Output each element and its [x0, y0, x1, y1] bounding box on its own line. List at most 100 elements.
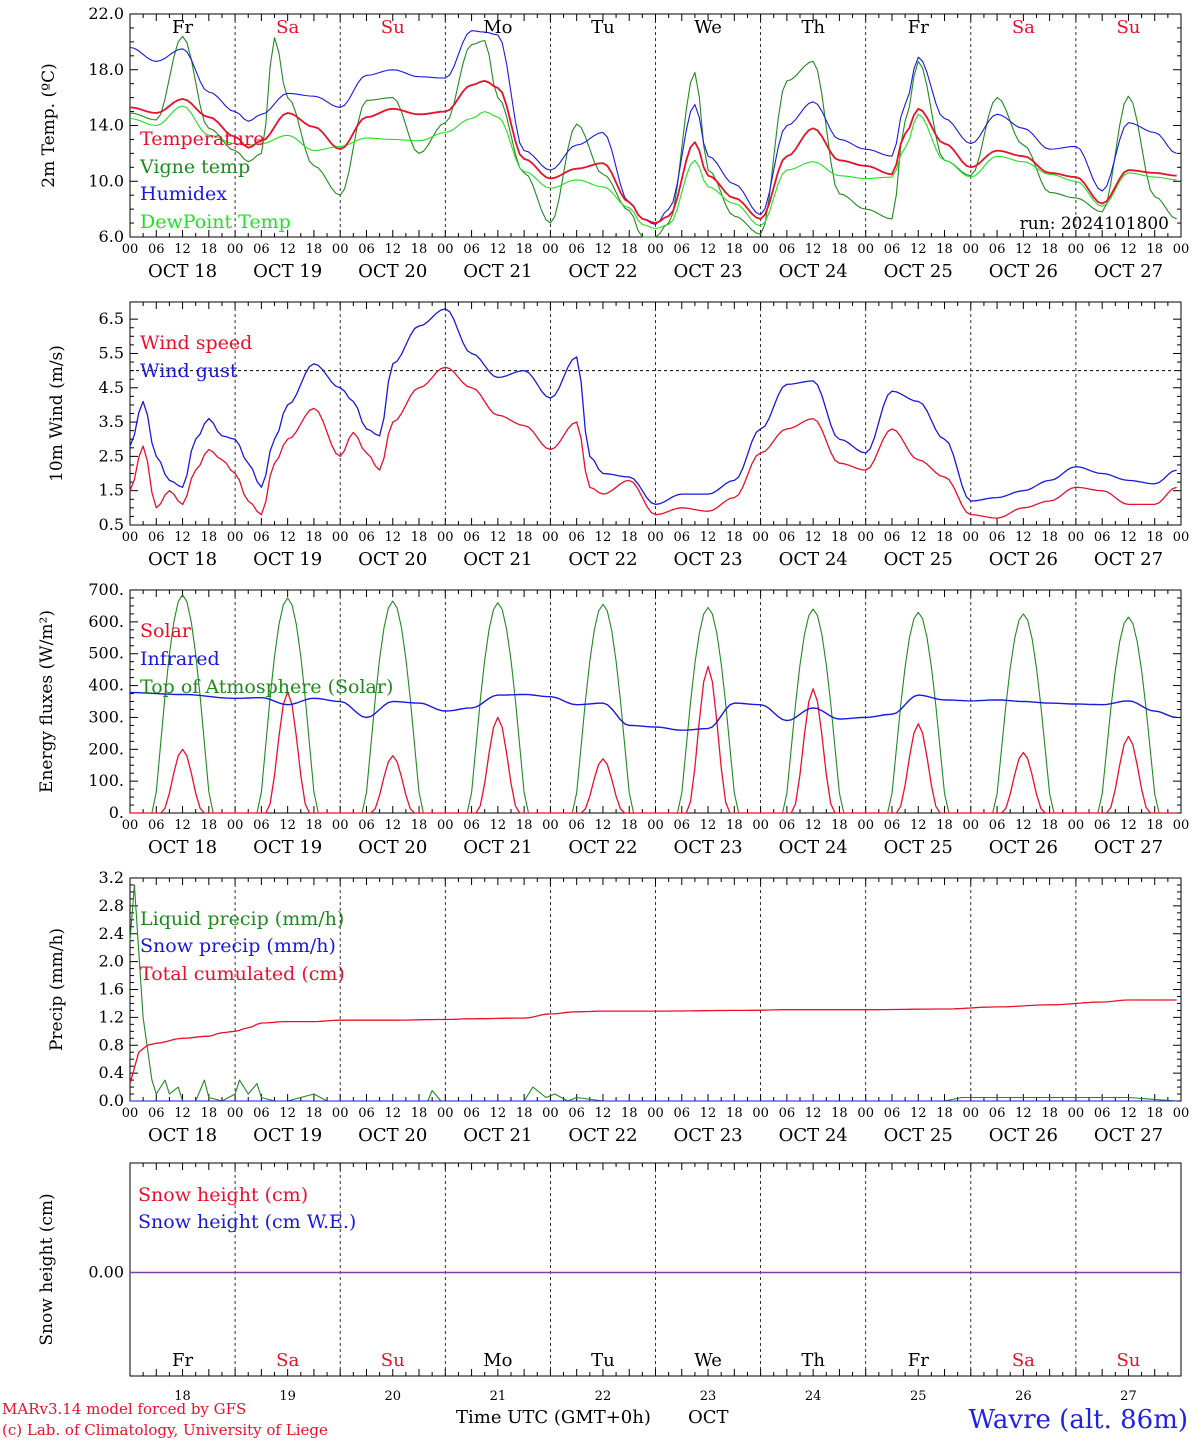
y-tick-label: 14.0: [88, 116, 124, 135]
hour-label: 06: [148, 1106, 165, 1121]
hour-label: 18: [306, 1106, 323, 1121]
date-label: OCT 22: [568, 1125, 637, 1146]
hour-label: 18: [936, 818, 953, 833]
hour-label: 00: [1068, 530, 1085, 545]
y-tick-label: 1.2: [99, 1007, 124, 1026]
series-dewpoint-temp: [129, 105, 1177, 230]
hour-label: 06: [358, 530, 375, 545]
hour-label: 06: [463, 530, 480, 545]
hour-label: 06: [779, 242, 796, 257]
hour-label: 18: [726, 1106, 743, 1121]
hour-label: 00: [227, 818, 244, 833]
y-axis-label: Energy fluxes (W/m²): [37, 610, 57, 793]
legend-dewpoint-temp: DewPoint Temp: [140, 211, 291, 233]
hour-label: 18: [1146, 530, 1163, 545]
hour-label: 06: [358, 1106, 375, 1121]
hour-label: 06: [253, 1106, 270, 1121]
hour-label: 06: [779, 1106, 796, 1121]
hour-label: 12: [279, 530, 296, 545]
date-label: OCT 20: [358, 261, 427, 282]
date-label: OCT 20: [358, 837, 427, 858]
plot-frame: [129, 301, 1182, 526]
day-number-label: 27: [1120, 1389, 1137, 1404]
hour-label: 06: [1094, 818, 1111, 833]
series-liquid-precip: [129, 884, 1177, 1102]
run-annotation: run: 2024101800: [1020, 214, 1169, 234]
hour-label: 12: [910, 818, 927, 833]
hour-label: 18: [831, 1106, 848, 1121]
series-wind-gust: [129, 308, 1177, 506]
hour-label: 12: [490, 530, 507, 545]
y-axis-label: 2m Temp. (ºC): [39, 63, 59, 188]
legend-total-cumulated-cm-: Total cumulated (cm): [140, 963, 345, 985]
y-tick-label: 1.6: [99, 980, 124, 999]
weekday-label: Tu: [591, 1350, 615, 1371]
hour-label: 00: [752, 1106, 769, 1121]
panel-flux: 0. 100. 200. 300. 400. 500. 600. 700. Energy flu…: [37, 580, 1189, 858]
hour-label: 00: [227, 242, 244, 257]
hour-label: 00: [542, 242, 559, 257]
hour-label: 12: [174, 1106, 191, 1121]
hour-label: 18: [411, 1106, 428, 1121]
station-label: Wavre (alt. 86m): [968, 1405, 1188, 1435]
series-wind-speed: [129, 366, 1177, 519]
date-label: OCT 26: [989, 1125, 1058, 1146]
date-label: OCT 24: [779, 549, 848, 570]
hour-label: 12: [595, 1106, 612, 1121]
hour-label: 06: [463, 1106, 480, 1121]
date-label: OCT 26: [989, 261, 1058, 282]
weekday-label: Su: [1116, 17, 1140, 38]
series-vigne-temp: [129, 35, 1177, 238]
y-tick-label: 1.5: [99, 481, 124, 500]
hour-label: 00: [332, 242, 349, 257]
y-tick-label: 2.8: [99, 896, 124, 915]
hour-label: 00: [332, 818, 349, 833]
hour-label: 12: [700, 242, 717, 257]
y-tick-label: 6.0: [99, 227, 124, 246]
hour-label: 18: [936, 530, 953, 545]
hour-label: 18: [1041, 1106, 1058, 1121]
y-tick-label: 3.5: [99, 412, 124, 431]
legend-humidex: Humidex: [140, 183, 227, 205]
hour-label: 00: [963, 242, 980, 257]
hour-label: 00: [857, 530, 874, 545]
legend-snow-precip-mm-h-: Snow precip (mm/h): [140, 935, 336, 957]
y-tick-label: 100.: [88, 771, 124, 790]
hour-label: 12: [1120, 530, 1137, 545]
date-label: OCT 25: [884, 837, 953, 858]
hour-label: 00: [1173, 1106, 1190, 1121]
hour-label: 06: [148, 530, 165, 545]
hour-label: 00: [332, 1106, 349, 1121]
hour-label: 00: [647, 1106, 664, 1121]
weekday-label: Sa: [276, 17, 299, 38]
hour-label: 18: [1041, 530, 1058, 545]
hour-label: 00: [122, 242, 139, 257]
hour-label: 18: [1146, 1106, 1163, 1121]
hour-label: 12: [1120, 1106, 1137, 1121]
hour-label: 00: [1068, 1106, 1085, 1121]
hour-label: 18: [621, 818, 638, 833]
day-number-label: 26: [1015, 1389, 1032, 1404]
date-label: OCT 20: [358, 1125, 427, 1146]
hour-label: 00: [122, 1106, 139, 1121]
hour-label: 06: [568, 242, 585, 257]
date-label: OCT 22: [568, 837, 637, 858]
hour-label: 00: [542, 1106, 559, 1121]
day-number-label: 25: [910, 1389, 927, 1404]
footer-model-line: MARv3.14 model forced by GFS: [2, 1400, 246, 1418]
hour-label: 18: [306, 818, 323, 833]
hour-label: 12: [805, 818, 822, 833]
x-axis-month: OCT: [688, 1407, 729, 1428]
hour-label: 06: [463, 242, 480, 257]
hour-label: 12: [490, 818, 507, 833]
hour-label: 06: [989, 530, 1006, 545]
hour-label: 12: [595, 818, 612, 833]
weekday-label: Mo: [483, 1350, 512, 1371]
hour-label: 00: [437, 1106, 454, 1121]
x-axis-label: Time UTC (GMT+0h): [456, 1407, 651, 1428]
day-number-label: 20: [384, 1389, 401, 1404]
date-label: OCT 24: [779, 261, 848, 282]
hour-label: 00: [963, 818, 980, 833]
day-number-label: 19: [279, 1389, 296, 1404]
y-tick-label: 5.5: [99, 343, 124, 362]
